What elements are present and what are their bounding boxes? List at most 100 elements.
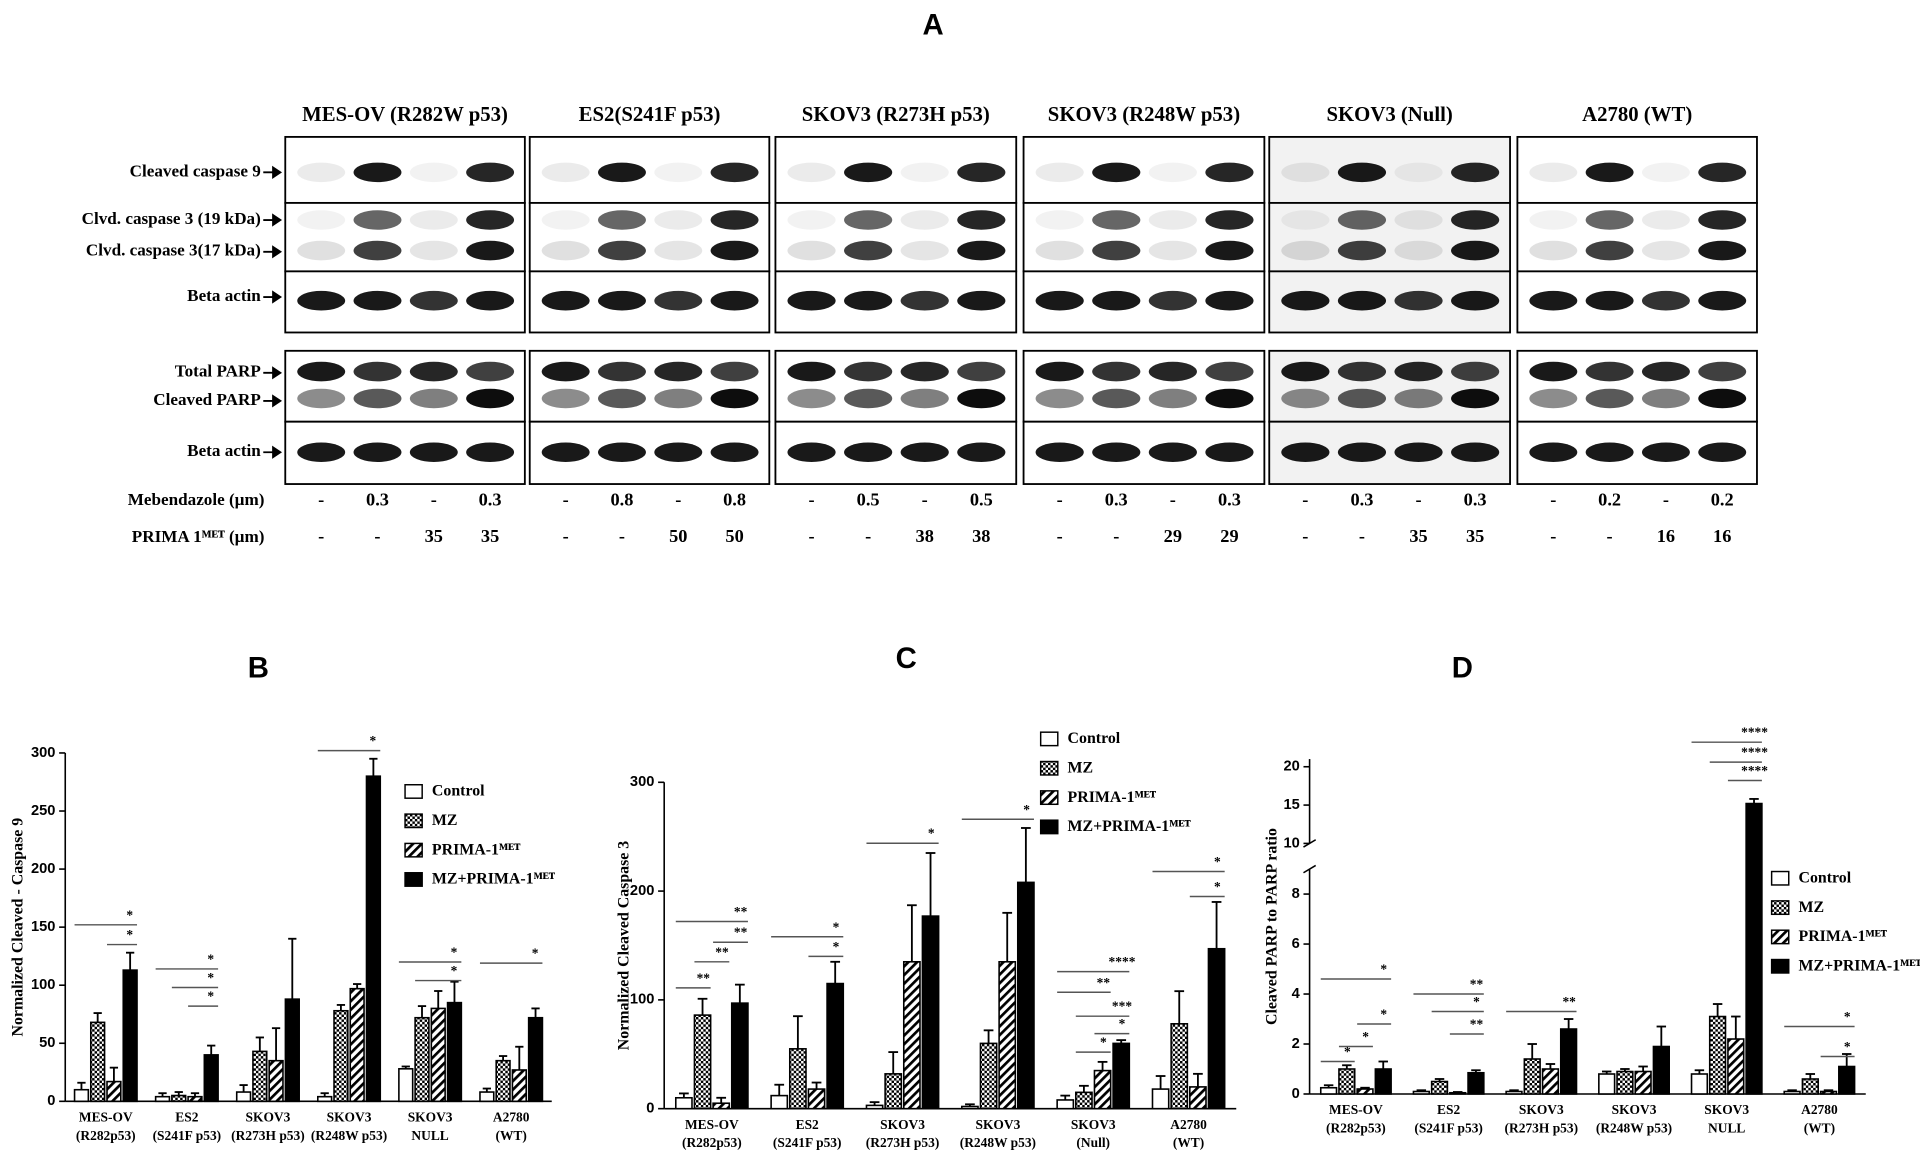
legend-label: MZ (1799, 899, 1825, 916)
y-tick-label: 200 (630, 883, 654, 899)
bar (1430, 1080, 1449, 1095)
significance-label: * (1844, 1039, 1851, 1054)
bar (203, 1054, 219, 1103)
blot-band (409, 162, 458, 183)
blot-box (1022, 349, 1266, 423)
blot-band (466, 210, 515, 230)
blot-box (1268, 349, 1511, 423)
legend-label: Control (432, 783, 485, 800)
blot-band (1698, 361, 1747, 382)
blot-band (1451, 210, 1500, 230)
significance-label: * (1119, 1016, 1126, 1031)
blot-band (1529, 210, 1578, 230)
blot-band (541, 162, 590, 183)
y-tick-label: 300 (31, 745, 55, 761)
blot-band (900, 388, 949, 409)
cell-line-name: A2780 (WT) (1582, 103, 1692, 126)
treatment-value: - (374, 526, 380, 546)
bar (89, 1021, 106, 1103)
blot-band (1148, 162, 1197, 183)
y-tick-label: 0 (1292, 1086, 1300, 1102)
bar (1319, 1086, 1338, 1095)
x-tick-label: (R273H p53) (231, 1128, 305, 1143)
y-axis-title: Normalized Cleaved - Caspase 9 (9, 818, 26, 1037)
blot-band (1585, 442, 1634, 463)
bar (365, 775, 382, 1103)
blot-band (1148, 361, 1197, 382)
treatment-value: 0.5 (970, 489, 993, 509)
bar (865, 1104, 884, 1110)
blot-box (528, 349, 771, 423)
significance-label: ** (1562, 994, 1576, 1009)
x-tick-label: (S241F p53) (153, 1128, 222, 1143)
blot-band (710, 210, 759, 230)
treatment-value: 0.8 (611, 489, 634, 509)
bar (1727, 1038, 1745, 1095)
treatment-value: - (1302, 526, 1308, 546)
significance-label: ** (1470, 1017, 1484, 1032)
bar (252, 1050, 268, 1103)
blot-band (297, 388, 346, 409)
treatment-value: 35 (425, 526, 443, 546)
blot-band (1529, 442, 1578, 463)
row-label: Clvd. caspase 3 (19 kDa) (82, 209, 261, 228)
blot-band (409, 210, 458, 230)
bar (1356, 1088, 1374, 1095)
significance-label: * (126, 907, 133, 922)
blot-band (1641, 240, 1690, 261)
legend-label: MZ+PRIMA-1ᴹᴱᵀ (1068, 818, 1192, 835)
bar (1056, 1099, 1075, 1110)
blot-band (844, 210, 893, 230)
blot-band (957, 388, 1006, 409)
legend-swatch (404, 784, 423, 799)
cell-line-name: SKOV3 (R273H p53) (802, 103, 990, 126)
blot-band (654, 290, 703, 311)
blot-band (654, 442, 703, 463)
blot-band (1092, 388, 1141, 409)
bar (1708, 1015, 1727, 1095)
y-axis-title: Cleaved PARP to PARP ratio (1264, 828, 1281, 1025)
blot-band (353, 442, 402, 463)
blot-band (1035, 210, 1084, 230)
significance-label: * (1380, 962, 1387, 977)
blot-band (1394, 290, 1443, 311)
blot-band (541, 240, 590, 261)
bar (333, 1009, 349, 1103)
treatment-value: - (563, 526, 569, 546)
bar (73, 1088, 90, 1103)
treatment-value: - (865, 526, 871, 546)
blot-band (353, 210, 402, 230)
row-arrow (263, 213, 283, 227)
blot-band (1035, 162, 1084, 183)
blot-band (1148, 210, 1197, 230)
row-arrow (263, 290, 283, 304)
blot-band (787, 210, 836, 230)
blot-band (844, 442, 893, 463)
x-tick-label: MES-OV (79, 1110, 133, 1125)
blot-band (710, 388, 759, 409)
treatment-value: - (1359, 526, 1365, 546)
y-tick-label: 15 (1283, 797, 1299, 813)
blot-band (787, 240, 836, 261)
blot-band (1585, 361, 1634, 382)
blot-band (1529, 388, 1578, 409)
legend-label: MZ (432, 812, 458, 829)
blot-band (654, 388, 703, 409)
bar (1616, 1070, 1634, 1095)
bar (1075, 1091, 1093, 1110)
blot-band (1451, 388, 1500, 409)
blot-band (297, 442, 346, 463)
legend-label: Control (1799, 870, 1852, 887)
blot-band (1698, 240, 1747, 261)
x-tick-label: SKOV3 (1612, 1102, 1657, 1117)
blot-band (1529, 290, 1578, 311)
x-tick-label: A2780 (1170, 1117, 1207, 1132)
bar (122, 969, 138, 1103)
bar (446, 1001, 463, 1103)
bar (1598, 1073, 1616, 1095)
row-label: Clvd. caspase 3(17 kDa) (86, 241, 261, 260)
blot-band (1092, 442, 1141, 463)
blot-band (654, 210, 703, 230)
x-tick-label: SKOV3 (408, 1110, 453, 1125)
bar (1541, 1068, 1560, 1095)
